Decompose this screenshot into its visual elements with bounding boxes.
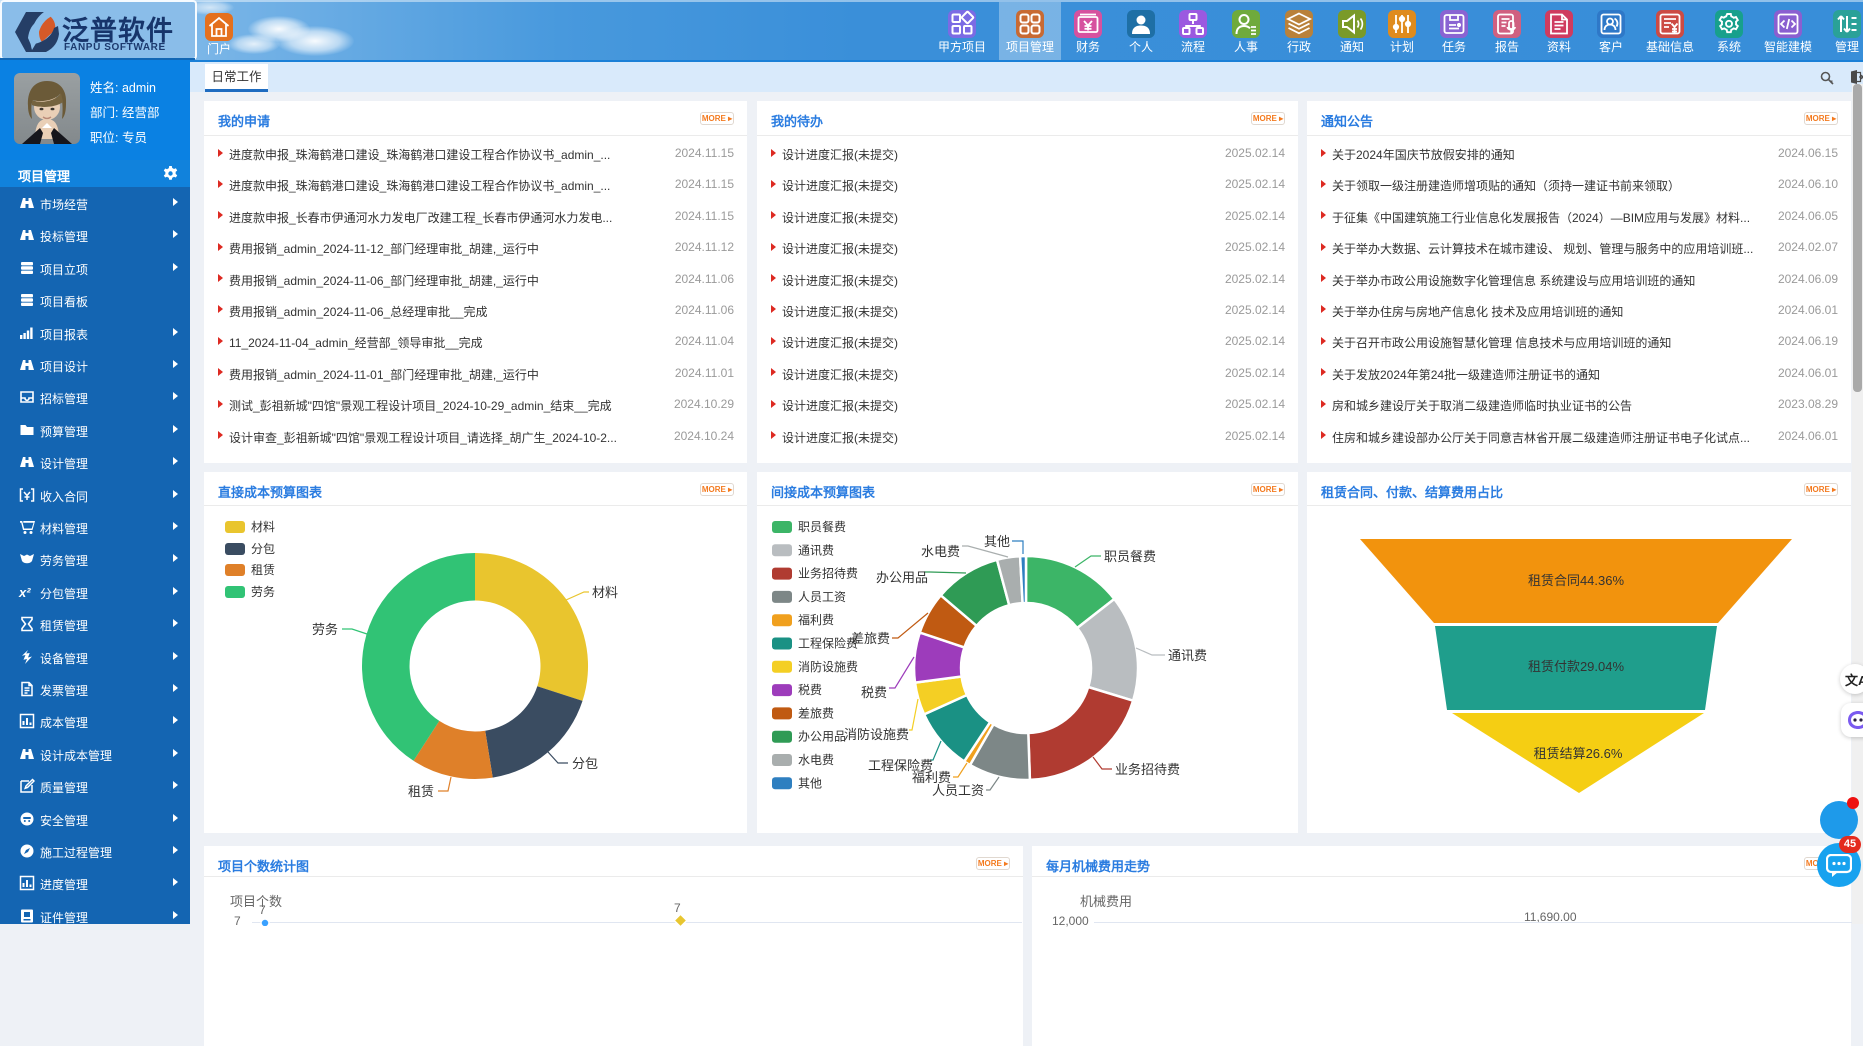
svg-text:材料: 材料 bbox=[251, 520, 275, 534]
svg-text:水电费: 水电费 bbox=[921, 544, 960, 559]
svg-text:差旅费: 差旅费 bbox=[851, 631, 890, 646]
svg-text:其他: 其他 bbox=[798, 776, 822, 790]
svg-text:差旅费: 差旅费 bbox=[798, 706, 834, 720]
svg-text:分包: 分包 bbox=[572, 756, 598, 771]
svg-text:租赁结算26.6%: 租赁结算26.6% bbox=[1534, 746, 1623, 761]
svg-text:租赁: 租赁 bbox=[251, 563, 275, 577]
svg-text:税费: 税费 bbox=[861, 685, 887, 700]
svg-text:租赁: 租赁 bbox=[408, 784, 434, 799]
svg-text:工程保险费: 工程保险费 bbox=[868, 758, 933, 773]
svg-text:业务招待费: 业务招待费 bbox=[1115, 762, 1180, 777]
svg-text:水电费: 水电费 bbox=[798, 753, 834, 767]
svg-text:工程保险费: 工程保险费 bbox=[798, 636, 858, 651]
svg-text:消防设施费: 消防设施费 bbox=[844, 727, 909, 742]
svg-text:税费: 税费 bbox=[798, 683, 822, 697]
svg-text:通讯费: 通讯费 bbox=[798, 543, 834, 557]
svg-text:通讯费: 通讯费 bbox=[1168, 648, 1207, 663]
svg-text:消防设施费: 消防设施费 bbox=[798, 659, 858, 674]
svg-text:福利费: 福利费 bbox=[912, 770, 951, 785]
svg-text:其他: 其他 bbox=[984, 534, 1010, 549]
svg-text:职员餐费: 职员餐费 bbox=[1104, 549, 1156, 564]
svg-text:租赁合同44.36%: 租赁合同44.36% bbox=[1528, 573, 1625, 588]
svg-text:人员工资: 人员工资 bbox=[932, 783, 984, 798]
svg-text:分包: 分包 bbox=[251, 542, 275, 556]
svg-text:办公用品: 办公用品 bbox=[876, 570, 928, 585]
svg-text:办公用品: 办公用品 bbox=[798, 729, 846, 744]
svg-text:业务招待费: 业务招待费 bbox=[798, 566, 858, 581]
svg-text:职员餐费: 职员餐费 bbox=[798, 519, 846, 534]
svg-text:材料: 材料 bbox=[592, 585, 618, 600]
svg-text:劳务: 劳务 bbox=[251, 584, 275, 599]
svg-text:劳务: 劳务 bbox=[312, 622, 338, 637]
svg-text:租赁付款29.04%: 租赁付款29.04% bbox=[1528, 659, 1625, 674]
svg-text:人员工资: 人员工资 bbox=[798, 590, 846, 604]
svg-text:福利费: 福利费 bbox=[798, 612, 834, 627]
